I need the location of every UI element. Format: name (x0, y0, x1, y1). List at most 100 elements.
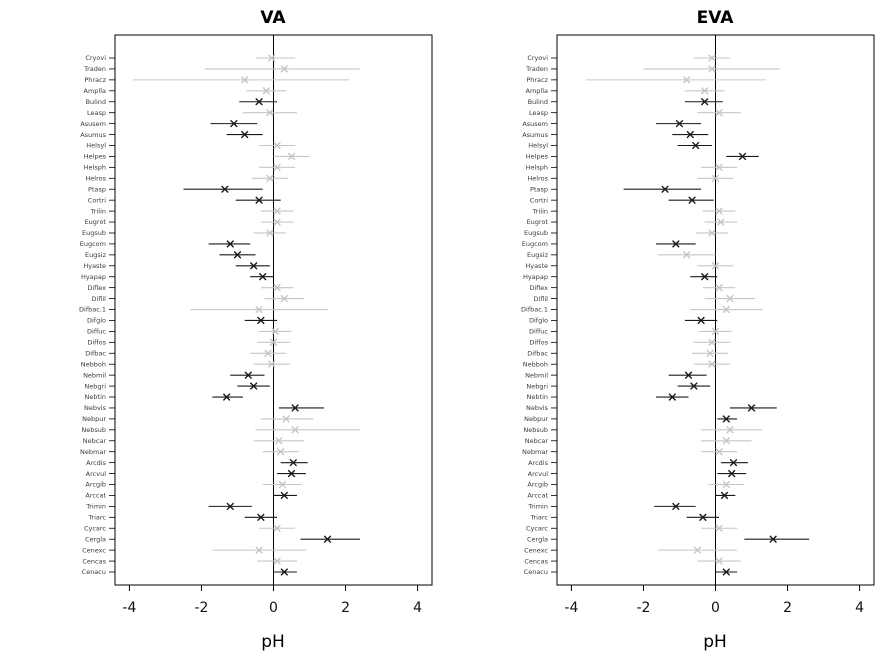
estimate-marker (715, 163, 723, 172)
taxon-label: Eugsiz (527, 251, 549, 259)
forest-row: Nebgri (526, 382, 711, 390)
forest-row: Eugcom (522, 240, 696, 248)
forest-row: Difbac (85, 349, 287, 357)
forest-row: Difbac.1 (79, 306, 328, 314)
estimate-marker (708, 338, 716, 347)
forest-row: Eugrot (527, 218, 738, 226)
taxon-label: Cergla (527, 535, 548, 543)
forest-row: Phracz (526, 76, 766, 84)
estimate-marker (323, 535, 332, 543)
forest-row: Nebpur (82, 415, 314, 423)
estimate-marker (249, 382, 258, 390)
forest-row: Eugsiz (527, 251, 716, 259)
forest-row: Difglo (87, 317, 278, 325)
estimate-marker (700, 272, 709, 281)
estimate-marker (711, 261, 720, 270)
taxon-label: Eugsub (82, 229, 106, 237)
forest-row: Hyaste (525, 261, 734, 270)
x-tick-label: -4 (122, 600, 136, 616)
estimate-marker (278, 480, 287, 489)
forest-row: Bulind (528, 98, 723, 106)
taxon-label: Amplla (84, 87, 107, 95)
forest-row: Diffos (529, 339, 730, 347)
taxon-label: Cryovi (85, 54, 106, 62)
forest-row: Traden (525, 65, 781, 73)
taxon-label: Eugsiz (85, 251, 107, 259)
forest-row: Helpes (526, 153, 759, 161)
x-tick-label: 0 (269, 600, 278, 616)
taxon-label: Amplla (526, 87, 549, 95)
taxon-label: Asumus (522, 131, 548, 139)
forest-row: Cergla (85, 535, 360, 543)
estimate-marker (708, 65, 716, 73)
forest-row: Nebcar (83, 437, 305, 445)
forest-row: Asusem (522, 119, 702, 128)
forest-row: Traden (83, 65, 360, 73)
estimate-marker (222, 393, 231, 401)
taxon-label: Nebtin (527, 393, 548, 401)
estimate-marker (672, 502, 680, 511)
x-tick-label: 4 (413, 600, 422, 616)
taxon-label: Cycarc (84, 524, 106, 532)
forest-row: Trilin (532, 207, 736, 215)
forest-row: Nebmil (83, 371, 265, 379)
estimate-marker (255, 97, 263, 106)
estimate-marker (711, 327, 720, 336)
forest-row: Helsyl (86, 141, 296, 150)
forest-row: Arcdis (86, 459, 308, 467)
x-tick-label: -2 (636, 600, 650, 616)
forest-row: Triarc (87, 514, 278, 522)
taxon-label: Traden (83, 65, 106, 73)
forest-row: Hyaste (83, 262, 270, 270)
taxon-label: Diffuc (87, 328, 106, 336)
forest-row: Cycarc (84, 524, 296, 532)
forest-row: Cenexc (524, 546, 738, 554)
estimate-marker (715, 557, 723, 565)
forest-row: Arcgib (85, 480, 303, 489)
taxon-label: Cencas (82, 557, 106, 565)
estimate-marker (738, 152, 747, 161)
estimate-marker (273, 557, 281, 565)
x-tick-label: -4 (564, 600, 578, 616)
x-tick-label: 2 (341, 600, 350, 616)
forest-row: Diflex (529, 284, 736, 292)
taxon-label: Diflil (533, 295, 548, 303)
forest-row: Helpes (84, 153, 310, 161)
estimate-marker (682, 76, 691, 84)
estimate-marker (686, 130, 695, 139)
forest-row: Nebsub (81, 426, 360, 434)
estimate-marker (273, 141, 281, 150)
taxon-label: Nebgri (84, 382, 106, 390)
estimate-marker (706, 349, 714, 358)
estimate-marker (269, 338, 278, 347)
forest-row: Difbac (527, 349, 729, 358)
estimate-marker (675, 119, 684, 128)
taxon-label: Ptasp (88, 185, 106, 193)
estimate-marker (727, 469, 736, 478)
panel-title-eva: EVA (696, 8, 734, 28)
forest-row: Arccat (85, 492, 297, 500)
taxon-label: Arcvul (528, 470, 549, 478)
taxon-label: Difbac (527, 349, 548, 357)
forest-row: Helros (527, 174, 734, 182)
forest-row: Nebpur (524, 415, 738, 423)
taxon-label: Nebcar (525, 437, 549, 445)
taxon-label: Arcdis (86, 459, 106, 467)
estimate-marker (267, 54, 276, 62)
forest-row: Arcdis (528, 459, 748, 467)
taxon-label: Bulind (86, 98, 106, 106)
estimate-marker (266, 108, 274, 117)
taxon-label: Nebmil (83, 371, 106, 379)
estimate-marker (255, 196, 263, 204)
x-tick-label: 2 (783, 600, 792, 616)
forest-row: Diflil (533, 295, 756, 303)
forest-row: Nebmar (522, 448, 738, 456)
taxon-label: Hyaste (525, 262, 548, 270)
estimate-marker (273, 207, 281, 215)
taxon-label: Cortri (530, 196, 548, 204)
estimate-marker (699, 513, 707, 522)
taxon-label: Arcdis (528, 459, 548, 467)
taxon-label: Diflex (87, 284, 106, 292)
estimate-marker (708, 229, 716, 237)
taxon-label: Nebboh (523, 360, 548, 368)
